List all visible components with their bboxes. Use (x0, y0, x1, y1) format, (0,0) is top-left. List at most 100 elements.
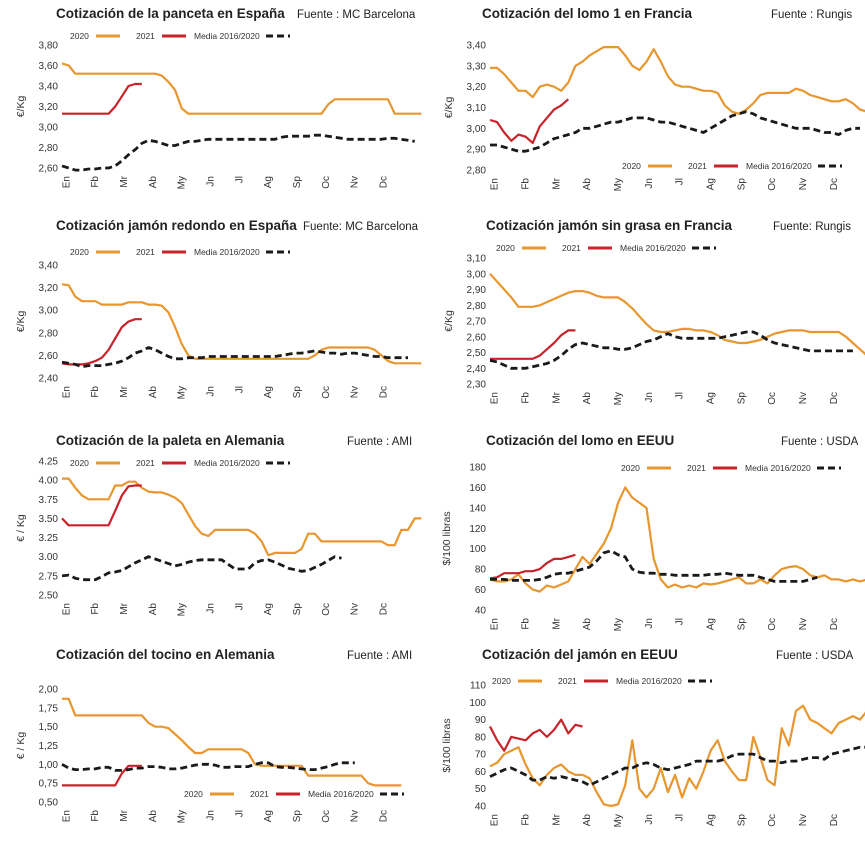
y-tick-label: 1,50 (39, 722, 59, 733)
y-tick-label: 3.00 (39, 552, 59, 563)
y-tick-label: 2,60 (39, 351, 59, 362)
x-tick-label: My (177, 176, 188, 189)
series-line-avg (61, 761, 355, 772)
y-tick-label: 140 (469, 503, 486, 514)
x-tick-label: Sp (736, 618, 747, 631)
x-tick-label: Sp (292, 176, 303, 189)
y-tick-label: 2,40 (39, 374, 59, 385)
x-tick-label: Oc (767, 392, 778, 405)
x-tick-label: Ab (148, 810, 159, 823)
series-line-y2021 (489, 98, 570, 144)
chart-source: Fuente : USDA (781, 436, 859, 448)
x-tick-label: Jn (644, 618, 655, 629)
chart-source: Fuente : AMI (347, 650, 412, 662)
y-tick-label: 3,60 (39, 61, 59, 72)
legend-label-y2021: 2021 (136, 247, 155, 257)
x-tick-label: Mr (119, 602, 130, 614)
series-line-y2020 (489, 704, 865, 808)
y-tick-label: 90 (475, 715, 487, 726)
y-tick-label: 80 (475, 565, 487, 576)
x-tick-label: Ab (582, 392, 593, 405)
y-tick-label: 3,00 (39, 123, 59, 134)
x-tick-label: Jn (205, 810, 216, 821)
x-tick-label: My (177, 603, 188, 616)
chart-panel-c3: Cotización jamón redondo en España Fuente… (0, 212, 425, 425)
y-tick-label: 120 (469, 524, 486, 535)
legend-label-avg: Media 2016/2020 (194, 247, 260, 257)
series-line-y2020 (61, 283, 422, 365)
x-tick-label: Nv (798, 392, 809, 404)
legend-label-y2021: 2021 (688, 161, 707, 171)
series-line-y2021 (61, 484, 142, 527)
x-tick-label: Ag (263, 176, 274, 188)
y-tick-label: 2,80 (39, 328, 59, 339)
chart-panel-c2: Cotización del lomo 1 en Francia Fuente :… (430, 0, 865, 210)
y-tick-label: 3,80 (39, 41, 59, 52)
x-tick-label: Dc (378, 386, 389, 398)
chart-svg: Cotización del jamón en EEUU Fuente : USD… (441, 647, 865, 827)
y-tick-label: 3,20 (467, 82, 487, 93)
x-tick-label: Jl (234, 810, 245, 817)
y-tick-label: 2,90 (467, 285, 487, 296)
chart-panel-c4: Cotización jamón sin grasa en Francia Fue… (430, 212, 865, 425)
chart-svg: Cotización jamón sin grasa en Francia Fue… (443, 218, 865, 405)
y-tick-label: 2,40 (467, 364, 487, 375)
x-tick-label: Ab (582, 814, 593, 827)
legend-label-y2020: 2020 (621, 463, 640, 473)
legend-label-y2021: 2021 (136, 458, 155, 468)
series-line-avg (61, 133, 415, 172)
y-tick-label: 2,80 (39, 143, 59, 154)
y-tick-label: 3.75 (39, 495, 59, 506)
series-line-avg (61, 555, 342, 582)
y-tick-label: 2,80 (467, 166, 487, 177)
x-tick-label: Jl (234, 386, 245, 393)
x-tick-label: Fb (90, 386, 101, 398)
x-tick-label: Fb (90, 603, 101, 615)
x-tick-label: Ag (263, 386, 274, 398)
y-tick-label: 3,30 (467, 61, 487, 72)
y-tick-label: 1,00 (39, 760, 59, 771)
x-tick-label: My (613, 814, 624, 827)
series-line-y2020 (489, 486, 865, 593)
x-tick-label: Fb (520, 618, 531, 630)
legend-label-avg: Media 2016/2020 (746, 161, 812, 171)
x-tick-label: Sp (292, 386, 303, 399)
y-tick-label: 3,40 (467, 41, 487, 52)
x-tick-label: Sp (736, 814, 747, 827)
x-tick-label: En (61, 176, 72, 188)
x-tick-label: Jl (234, 603, 245, 610)
x-tick-label: Oc (321, 810, 332, 823)
y-tick-label: 40 (475, 802, 487, 813)
x-tick-label: Jl (675, 814, 686, 821)
y-tick-label: 180 (469, 463, 486, 474)
y-tick-label: 2,90 (467, 145, 487, 156)
chart-title: Cotización del jamón en EEUU (482, 647, 678, 662)
legend-label-y2020: 2020 (70, 31, 89, 41)
y-tick-label: 3,00 (467, 269, 487, 280)
x-tick-label: Ag (705, 814, 716, 826)
x-tick-label: My (177, 386, 188, 399)
y-tick-label: 2,00 (39, 685, 59, 696)
x-tick-label: En (61, 810, 72, 822)
y-tick-label: 3.25 (39, 533, 59, 544)
chart-source: Fuente : AMI (347, 436, 412, 448)
chart-panel-c8: Cotización del jamón en EEUU Fuente : USD… (430, 641, 865, 844)
x-tick-label: Ab (582, 178, 593, 191)
legend-label-y2020: 2020 (496, 243, 515, 253)
x-tick-label: Ag (263, 810, 274, 822)
x-tick-label: Fb (520, 392, 531, 404)
chart-panel-c5: Cotización de la paleta en Alemania Fuent… (0, 427, 425, 639)
x-tick-label: Oc (767, 618, 778, 631)
y-tick-label: 50 (475, 784, 487, 795)
y-tick-label: 80 (475, 732, 487, 743)
chart-source: Fuente: Rungis (773, 221, 851, 233)
x-tick-label: Nv (350, 386, 361, 398)
legend-label-y2020: 2020 (70, 247, 89, 257)
y-tick-label: 100 (469, 544, 486, 555)
y-tick-label: 4.00 (39, 476, 59, 487)
series-line-y2020 (490, 45, 865, 115)
x-tick-label: Nv (350, 603, 361, 615)
y-tick-label: 2,60 (467, 332, 487, 343)
y-axis-label: $/100 libras (441, 511, 453, 565)
x-tick-label: Sp (292, 603, 303, 616)
